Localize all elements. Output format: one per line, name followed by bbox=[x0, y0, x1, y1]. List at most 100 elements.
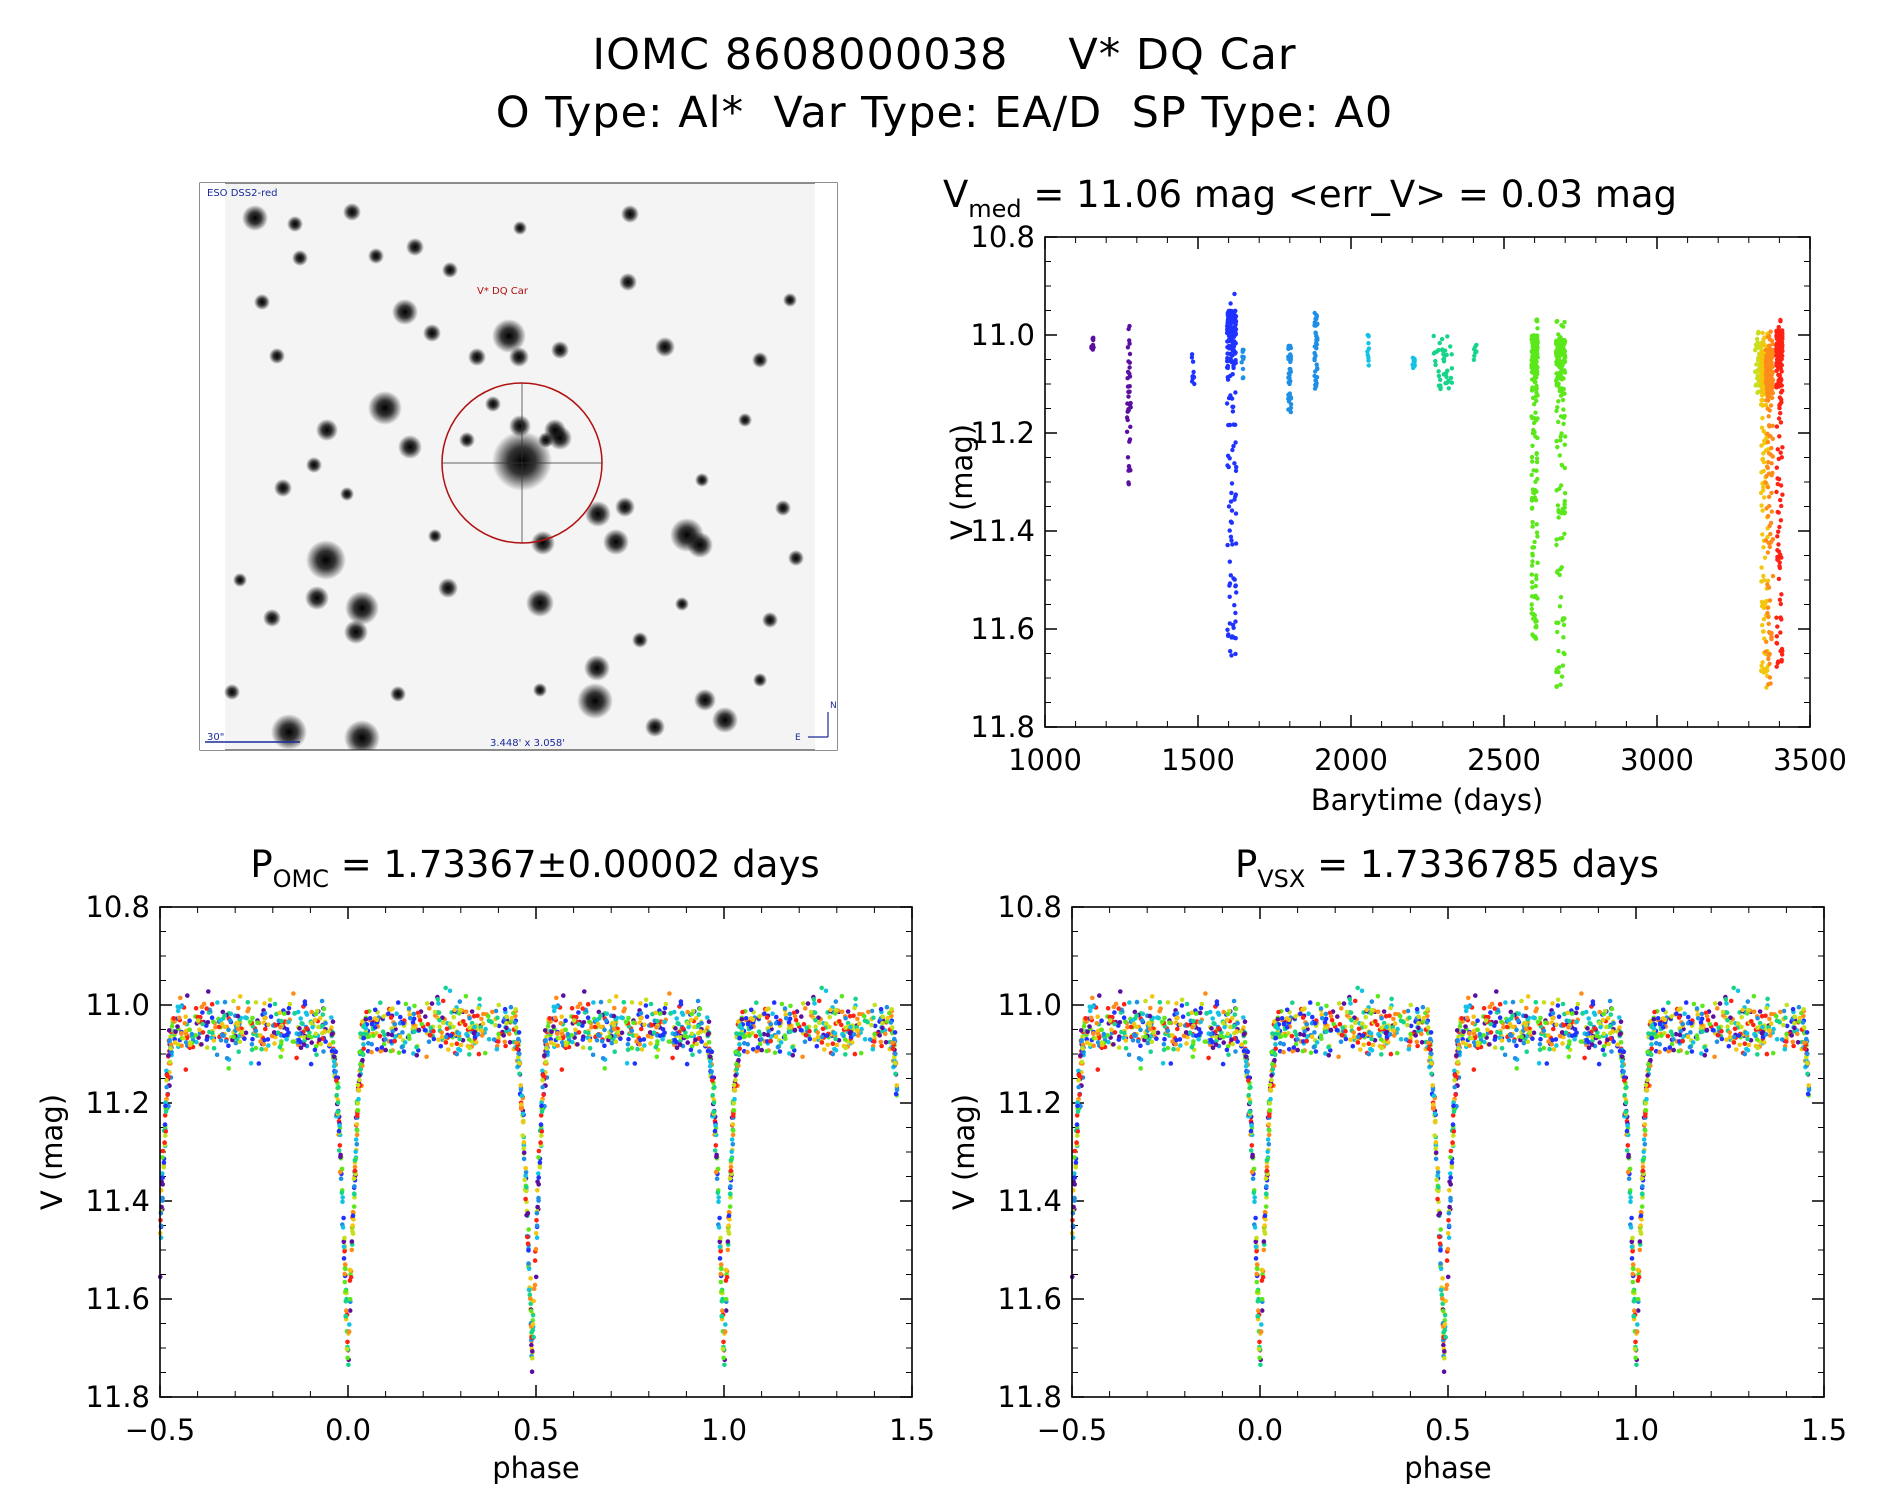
phase-point bbox=[839, 993, 845, 999]
lc-point bbox=[1231, 443, 1236, 449]
phase-point bbox=[843, 1045, 848, 1051]
phase-point bbox=[843, 1052, 848, 1057]
phase-point bbox=[439, 1030, 445, 1035]
lightcurve-title-pre: V bbox=[943, 173, 968, 216]
phase-point bbox=[872, 1039, 877, 1044]
phase-point bbox=[1768, 1021, 1774, 1026]
lc-point bbox=[1233, 492, 1239, 497]
phase-point bbox=[291, 991, 296, 996]
phase-point bbox=[361, 1042, 366, 1047]
lc-point bbox=[1759, 603, 1765, 609]
lc-point bbox=[1534, 335, 1540, 341]
phase-point bbox=[866, 1009, 871, 1015]
lc-point bbox=[1366, 333, 1371, 338]
phase-point bbox=[431, 1036, 437, 1042]
finder-right-strip bbox=[815, 183, 837, 750]
phase-point bbox=[532, 1258, 538, 1263]
phase-point bbox=[872, 1032, 877, 1037]
field-star-14 bbox=[655, 337, 675, 357]
phase-point bbox=[531, 1286, 537, 1292]
phase-point bbox=[722, 1329, 728, 1334]
phase-point bbox=[431, 1028, 436, 1034]
phase-point bbox=[717, 1239, 723, 1245]
phase-point bbox=[338, 1152, 343, 1158]
phase-point bbox=[389, 1032, 395, 1038]
phase-point bbox=[353, 1149, 359, 1154]
lc-point bbox=[1225, 363, 1231, 369]
phase-point bbox=[685, 1009, 690, 1015]
lc-point bbox=[1535, 435, 1540, 441]
phase-point bbox=[694, 1041, 700, 1047]
phase-point bbox=[337, 1143, 343, 1148]
lc-point bbox=[1555, 405, 1560, 410]
lc-point bbox=[1770, 436, 1776, 441]
phase-point bbox=[195, 1018, 201, 1023]
y-tick-label: 11.8 bbox=[85, 1380, 150, 1414]
phase-point bbox=[529, 1369, 535, 1374]
phase-point bbox=[585, 1015, 591, 1020]
phase-point bbox=[480, 1021, 486, 1026]
phase-point bbox=[720, 1346, 726, 1352]
phase-point bbox=[638, 1015, 643, 1021]
phase-point bbox=[1551, 1047, 1557, 1052]
phase-point bbox=[576, 1010, 581, 1015]
phase-point bbox=[489, 1019, 494, 1025]
phase-point bbox=[209, 1001, 215, 1007]
phase-point bbox=[1635, 1322, 1640, 1327]
field-star-15 bbox=[368, 391, 402, 425]
phase-point bbox=[625, 1047, 631, 1052]
phase-point bbox=[1727, 1030, 1732, 1035]
lc-point bbox=[1779, 592, 1784, 597]
phase-point bbox=[189, 1031, 195, 1037]
phase-point bbox=[719, 1266, 724, 1272]
lc-point bbox=[1535, 326, 1540, 331]
phase-point bbox=[728, 1164, 734, 1170]
lc-point bbox=[1559, 387, 1564, 392]
field-star-25 bbox=[687, 532, 713, 558]
phase-point bbox=[732, 1096, 737, 1102]
phase-point bbox=[160, 1148, 166, 1154]
phase-vsx-axes: −0.5 0.0 0.5 1.0 1.510.811.011.211.411.611.8 bbox=[997, 890, 1847, 1447]
phase-point bbox=[1241, 1015, 1246, 1020]
phase-point bbox=[733, 1049, 738, 1055]
lc-point bbox=[1562, 358, 1567, 363]
phase-point bbox=[582, 989, 587, 994]
phase-point bbox=[711, 1109, 716, 1114]
phase-point bbox=[759, 1037, 764, 1042]
field-star-46 bbox=[274, 479, 292, 497]
phase-point bbox=[464, 1031, 469, 1037]
phase-point bbox=[253, 1028, 259, 1033]
lc-point bbox=[1560, 663, 1566, 668]
phase-point bbox=[534, 1218, 539, 1223]
phase-point bbox=[518, 1087, 524, 1093]
phase-point bbox=[811, 997, 817, 1002]
phase-point bbox=[815, 1030, 820, 1035]
field-star-49 bbox=[224, 684, 240, 700]
lc-point bbox=[1229, 508, 1235, 513]
phase-point bbox=[602, 1066, 607, 1071]
lc-point bbox=[1449, 380, 1455, 385]
phase-point bbox=[236, 1005, 241, 1011]
phase-point bbox=[1742, 1051, 1748, 1057]
phase-point bbox=[598, 1013, 603, 1018]
phase-point bbox=[804, 1032, 809, 1038]
phase-point bbox=[712, 1148, 718, 1153]
phase-point bbox=[1537, 1042, 1543, 1047]
phase-point bbox=[551, 1024, 556, 1029]
phase-point bbox=[529, 1342, 534, 1348]
lc-point bbox=[1765, 610, 1770, 616]
phase-point bbox=[179, 1031, 184, 1036]
lc-point bbox=[1769, 490, 1774, 496]
lc-point bbox=[1189, 355, 1195, 360]
phase-point bbox=[822, 1047, 827, 1052]
phase-point bbox=[1175, 1026, 1180, 1032]
phase-point bbox=[243, 1030, 249, 1036]
field-star-11 bbox=[509, 347, 529, 367]
lc-point bbox=[1769, 634, 1774, 640]
phase-point bbox=[1250, 1176, 1256, 1181]
phase-point bbox=[536, 1148, 542, 1154]
phase-point bbox=[523, 1166, 528, 1171]
phase-point bbox=[335, 1100, 341, 1105]
phase-point bbox=[540, 1078, 545, 1083]
phase-point bbox=[520, 1133, 525, 1138]
